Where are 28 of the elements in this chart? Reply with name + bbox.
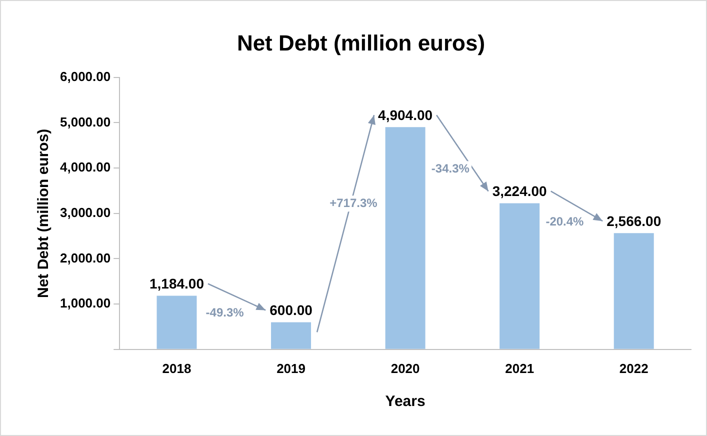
annotation: -34.3%: [431, 161, 470, 176]
y-tick-label: 2,000.00: [60, 250, 111, 266]
data-label: 1,184.00: [149, 276, 204, 292]
y-tick-label: 1,000.00: [60, 296, 111, 311]
bar: [271, 322, 312, 349]
x-tick-label: 2022: [619, 360, 648, 376]
y-tick-label: 5,000.00: [60, 114, 111, 130]
annotation: -49.3%: [206, 305, 244, 320]
data-label: 4,904.00: [378, 106, 433, 123]
data-label: 600.00: [270, 302, 313, 318]
bar: [500, 203, 540, 349]
annotation: -20.4%: [546, 214, 584, 228]
y-tick-label: 3,000.00: [60, 204, 111, 220]
data-label: 3,224.00: [492, 183, 548, 200]
y-tick-label: 4,000.00: [60, 160, 111, 175]
x-axis-title: Years: [385, 393, 426, 410]
data-label: 2,566.00: [606, 212, 662, 229]
x-tick-label: 2020: [390, 360, 420, 376]
bar: [614, 233, 654, 349]
chart-title: Net Debt (million euros): [236, 30, 486, 56]
bar: [385, 127, 426, 349]
y-axis-title: Net Debt (million euros): [35, 128, 52, 298]
x-tick-label: 2018: [162, 360, 192, 376]
annotation: +717.3%: [330, 196, 378, 210]
bar: [156, 296, 197, 349]
x-tick-label: 2021: [505, 360, 534, 376]
x-tick-label: 2019: [276, 360, 306, 376]
y-tick-label: 6,000.00: [60, 68, 111, 84]
